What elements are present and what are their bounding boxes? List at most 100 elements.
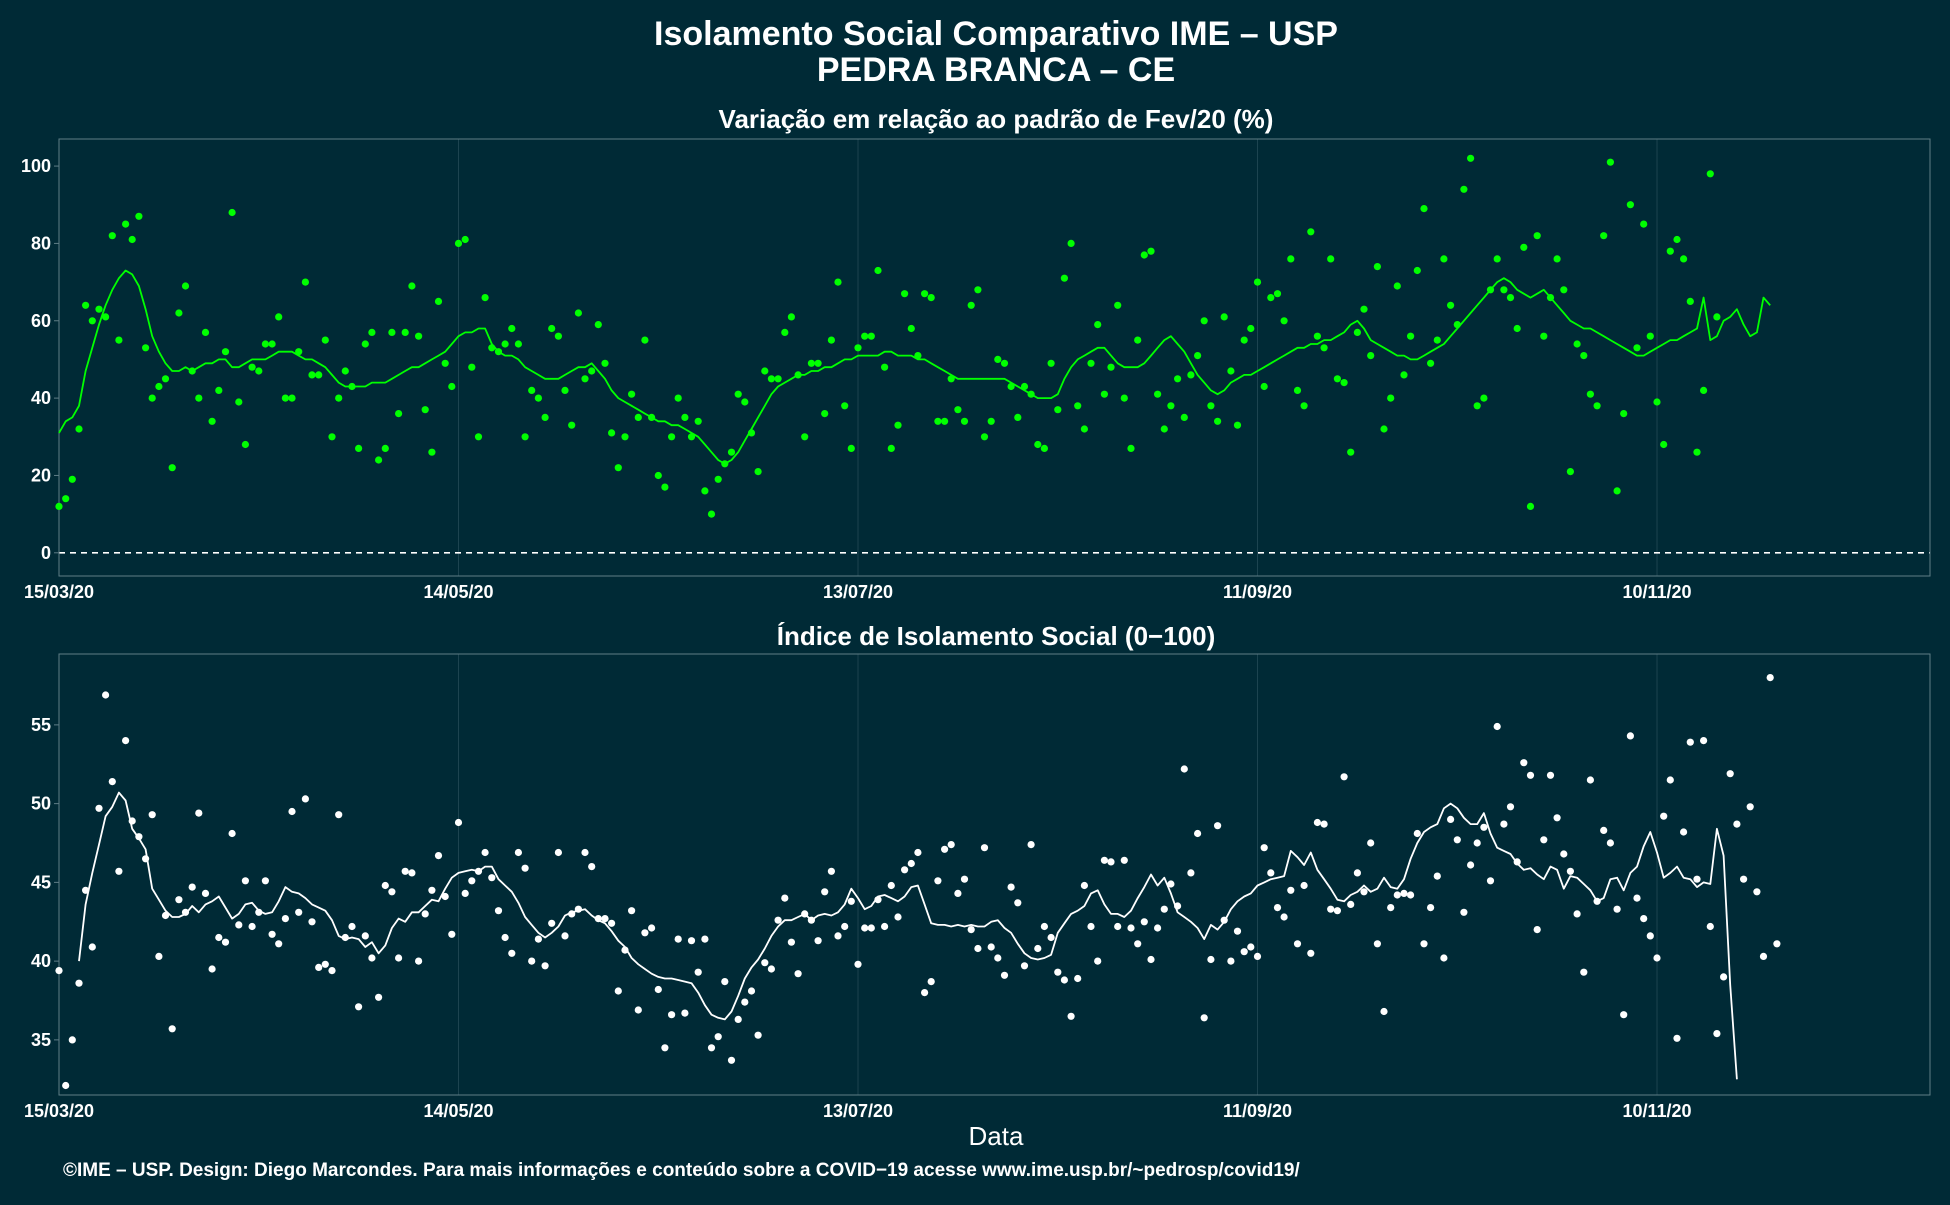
bottom-data-point bbox=[1100, 856, 1108, 864]
bottom-data-point bbox=[308, 918, 316, 926]
bottom-x-tick-label: 14/05/20 bbox=[423, 1101, 493, 1121]
bottom-data-point bbox=[1586, 776, 1594, 784]
top-data-point bbox=[714, 475, 722, 483]
bottom-data-point bbox=[561, 932, 569, 940]
top-data-point bbox=[894, 421, 902, 429]
bottom-data-point bbox=[741, 998, 749, 1006]
bottom-data-point bbox=[594, 915, 602, 923]
top-data-point bbox=[634, 413, 642, 421]
bottom-data-point bbox=[1440, 954, 1448, 962]
top-data-point bbox=[501, 340, 509, 348]
top-data-point bbox=[1573, 340, 1581, 348]
bottom-data-point bbox=[1693, 875, 1701, 883]
bottom-y-tick-label: 55 bbox=[31, 715, 51, 735]
bottom-data-point bbox=[122, 737, 130, 745]
top-data-point bbox=[1174, 375, 1182, 383]
top-data-point bbox=[75, 425, 83, 433]
bottom-data-point bbox=[621, 946, 629, 954]
top-data-point bbox=[901, 290, 909, 298]
top-data-point bbox=[1054, 406, 1062, 414]
bottom-data-point bbox=[1566, 867, 1574, 875]
top-x-tick-label: 11/09/20 bbox=[1223, 582, 1292, 602]
bottom-data-point bbox=[861, 924, 869, 932]
top-data-point bbox=[514, 340, 523, 348]
top-data-point bbox=[1560, 286, 1568, 294]
bottom-data-point bbox=[1600, 826, 1608, 835]
top-data-point bbox=[1120, 394, 1128, 402]
bottom-data-point bbox=[914, 848, 922, 857]
bottom-data-point bbox=[568, 910, 576, 918]
bottom-data-point bbox=[727, 1056, 736, 1064]
bottom-data-point bbox=[1313, 818, 1321, 827]
bottom-data-point bbox=[355, 1003, 363, 1011]
bottom-data-point bbox=[1653, 954, 1661, 962]
top-data-point bbox=[787, 313, 796, 321]
bottom-data-point bbox=[1467, 861, 1475, 869]
top-data-point bbox=[335, 394, 343, 402]
bottom-data-point bbox=[441, 892, 449, 901]
bottom-data-point bbox=[781, 894, 789, 902]
top-data-point bbox=[1633, 344, 1641, 352]
bottom-data-point bbox=[554, 848, 563, 857]
bottom-data-point bbox=[648, 924, 656, 932]
top-data-point bbox=[122, 220, 130, 228]
bottom-data-point bbox=[1546, 771, 1555, 779]
top-data-point bbox=[1187, 371, 1195, 379]
top-data-point bbox=[907, 324, 915, 333]
bottom-panel-title: Índice de Isolamento Social (0−100) bbox=[777, 621, 1216, 651]
top-data-point bbox=[741, 398, 749, 406]
bottom-data-point bbox=[1114, 922, 1122, 931]
bottom-data-point bbox=[1127, 924, 1135, 932]
top-data-point bbox=[1134, 336, 1142, 344]
bottom-data-point bbox=[1287, 886, 1295, 894]
bottom-data-point bbox=[1094, 957, 1102, 965]
bottom-data-point bbox=[1353, 869, 1361, 877]
top-data-point bbox=[1333, 375, 1341, 383]
bottom-data-point bbox=[588, 863, 596, 871]
bottom-data-point bbox=[1486, 877, 1495, 885]
top-data-point bbox=[914, 352, 922, 360]
bottom-data-point bbox=[901, 866, 909, 874]
bottom-data-point bbox=[388, 888, 396, 896]
top-data-point bbox=[1287, 255, 1295, 263]
top-moving-average-line bbox=[58, 269, 1771, 465]
top-data-point bbox=[601, 359, 609, 367]
top-data-point bbox=[321, 336, 329, 344]
top-data-point bbox=[1653, 398, 1661, 406]
top-data-point bbox=[1680, 255, 1688, 263]
bottom-data-point bbox=[608, 919, 616, 927]
top-data-point bbox=[734, 390, 742, 398]
top-data-point bbox=[1613, 487, 1621, 495]
bottom-data-point bbox=[1613, 905, 1621, 913]
top-data-point bbox=[1167, 402, 1175, 410]
bottom-data-point bbox=[468, 877, 476, 885]
top-data-point bbox=[614, 464, 622, 472]
top-data-point bbox=[847, 444, 855, 452]
top-data-point bbox=[401, 328, 409, 336]
bottom-data-point bbox=[1380, 1007, 1388, 1016]
top-data-point bbox=[1207, 402, 1215, 410]
bottom-data-point bbox=[261, 877, 269, 885]
bottom-data-point bbox=[1759, 952, 1768, 961]
top-data-point bbox=[1400, 371, 1408, 379]
top-data-point bbox=[781, 328, 789, 336]
top-data-point bbox=[1200, 317, 1208, 325]
bottom-data-point bbox=[987, 943, 995, 951]
top-data-point bbox=[707, 510, 716, 518]
top-data-point bbox=[494, 348, 503, 356]
bottom-data-point bbox=[1360, 888, 1368, 896]
bottom-data-point bbox=[415, 957, 423, 965]
top-data-point bbox=[841, 402, 849, 410]
top-data-point bbox=[474, 433, 483, 441]
top-data-point bbox=[328, 433, 336, 441]
bottom-data-point bbox=[155, 952, 163, 961]
bottom-data-point bbox=[1214, 822, 1222, 830]
bottom-data-point bbox=[821, 888, 829, 896]
top-data-point bbox=[1007, 382, 1015, 391]
top-data-point bbox=[1420, 205, 1428, 213]
top-data-point bbox=[1313, 332, 1321, 340]
top-data-point bbox=[727, 448, 736, 456]
top-data-point bbox=[1513, 324, 1521, 333]
bottom-data-point bbox=[960, 875, 969, 883]
top-data-point bbox=[687, 433, 696, 441]
